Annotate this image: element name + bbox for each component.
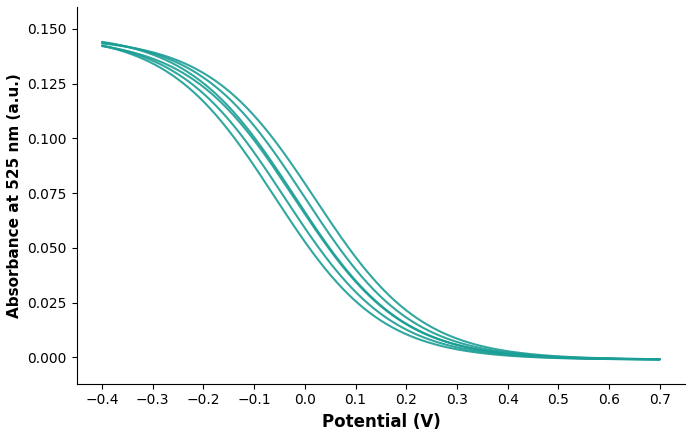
- X-axis label: Potential (V): Potential (V): [322, 413, 440, 431]
- Y-axis label: Absorbance at 525 nm (a.u.): Absorbance at 525 nm (a.u.): [7, 73, 22, 318]
